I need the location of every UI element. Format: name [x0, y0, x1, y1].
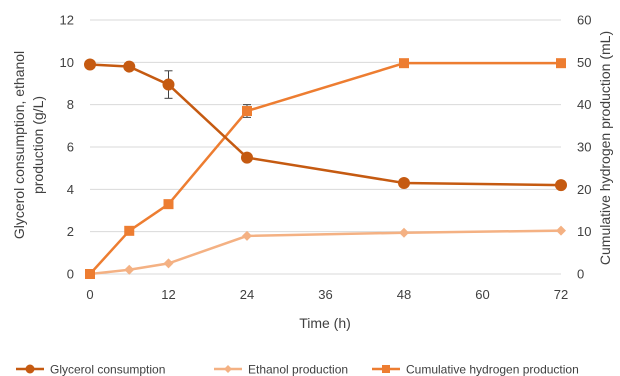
legend-item: Ethanol production: [214, 363, 348, 376]
y-left-tick-label: 4: [67, 182, 74, 197]
series-line: [89, 229, 562, 276]
data-point: [398, 176, 410, 189]
data-point: [84, 58, 96, 71]
data-point: [555, 179, 567, 192]
y-left-tick-label: 10: [60, 55, 74, 70]
series-ethanol-production: [85, 225, 566, 279]
legend-label: Ethanol production: [248, 363, 348, 376]
x-tick-label: 72: [554, 287, 568, 302]
series-line: [89, 61, 561, 275]
data-point: [399, 58, 409, 69]
legend-label: Glycerol consumption: [50, 363, 165, 376]
y-left-tick-label: 8: [67, 97, 74, 112]
x-tick-label: 24: [240, 287, 254, 302]
series-glycerol-consumption: [84, 58, 567, 192]
legend: Glycerol consumption Ethanol production Cu…: [16, 363, 579, 376]
data-point: [556, 225, 566, 236]
y-axis-right-title: Cumulative hydrogen production (mL): [597, 31, 613, 265]
series-layer: [84, 58, 567, 279]
y-axis-left-title-line2: production (g/L): [30, 96, 46, 194]
gridlines: [90, 19, 561, 275]
legend-label: Cumulative hydrogen production: [406, 363, 579, 376]
y-axis-left: 0 2 4 6 8 10 12: [60, 13, 74, 282]
data-point: [124, 264, 135, 275]
y-axis-left-title-line1: Glycerol consumption, ethanol: [11, 51, 27, 239]
y-right-tick-label: 0: [577, 267, 584, 282]
data-point: [382, 365, 390, 373]
y-left-tick-label: 0: [67, 267, 74, 282]
data-point: [123, 60, 136, 73]
y-right-tick-label: 10: [577, 224, 591, 239]
y-axis-right: 0 10 20 30 40 50 60: [577, 13, 591, 282]
data-point: [241, 151, 253, 164]
x-axis-title: Time (h): [299, 315, 351, 331]
y-right-tick-label: 40: [577, 97, 591, 112]
legend-item: Glycerol consumption: [16, 363, 165, 376]
y-right-tick-label: 30: [577, 140, 591, 155]
data-point: [162, 78, 175, 91]
x-axis: 0 12 24 36 48 60 72: [86, 287, 568, 302]
x-tick-label: 12: [161, 287, 175, 302]
data-point: [224, 365, 232, 373]
y-left-tick-label: 2: [67, 224, 74, 239]
series-line: [89, 63, 562, 187]
x-tick-label: 0: [86, 287, 93, 302]
y-left-tick-label: 6: [67, 140, 74, 155]
x-tick-label: 60: [475, 287, 489, 302]
y-right-tick-label: 50: [577, 55, 591, 70]
data-point: [556, 58, 566, 69]
x-tick-label: 48: [397, 287, 411, 302]
x-tick-label: 36: [318, 287, 332, 302]
data-point: [163, 258, 174, 269]
legend-item: Cumulative hydrogen production: [372, 363, 579, 376]
data-point: [25, 364, 35, 374]
data-point: [242, 230, 252, 241]
data-point: [242, 106, 252, 117]
data-point: [85, 269, 95, 279]
data-point: [124, 225, 135, 236]
y-left-tick-label: 12: [60, 13, 74, 28]
data-point: [163, 199, 174, 210]
data-point: [399, 227, 409, 238]
y-right-tick-label: 20: [577, 182, 591, 197]
series-cumulative-hydrogen-production: [85, 58, 566, 279]
y-right-tick-label: 60: [577, 13, 591, 28]
